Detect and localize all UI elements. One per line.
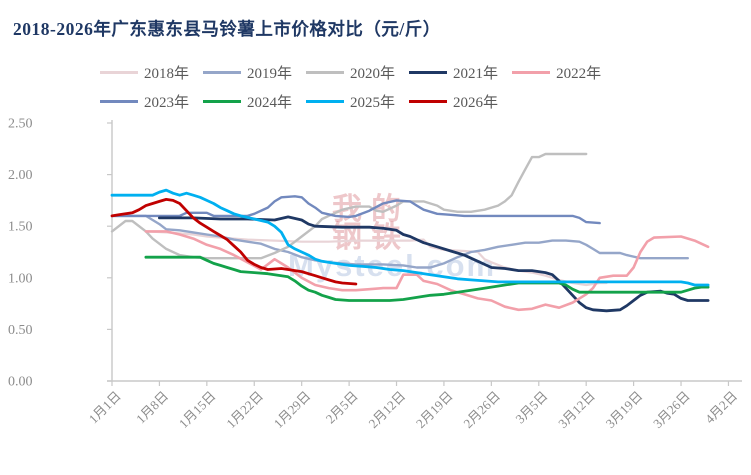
series-line-2023年 xyxy=(110,195,601,225)
series-line-2025年 xyxy=(110,188,710,287)
y-tick-label: 2.50 xyxy=(8,117,33,132)
x-tick-label: 1月15日 xyxy=(176,388,219,431)
legend-row: 2018年 2019年 2020年 2021年 2022年 xyxy=(100,62,700,83)
legend-swatch xyxy=(409,71,448,74)
x-tick-label: 3月5日 xyxy=(512,388,550,426)
x-tick-label: 2月5日 xyxy=(323,388,361,426)
legend-item-2023年: 2023年 xyxy=(100,91,189,112)
chart-legend: 2018年 2019年 2020年 2021年 2022年 2023年 2024年 2025年… xyxy=(100,62,700,120)
legend-label: 2021年 xyxy=(453,66,499,82)
legend-label: 2026年 xyxy=(453,95,499,111)
x-tick-label: 2月19日 xyxy=(413,388,456,431)
y-tick-label: 0.50 xyxy=(8,323,33,338)
x-tick-label: 1月29日 xyxy=(271,388,314,431)
series-line-2026年 xyxy=(110,197,358,286)
x-tick-label: 1月8日 xyxy=(133,388,171,426)
x-tick-label: 3月19日 xyxy=(603,388,646,431)
legend-swatch xyxy=(306,71,345,74)
legend-item-2022年: 2022年 xyxy=(512,62,601,83)
y-tick-label: 1.50 xyxy=(8,220,33,235)
legend-label: 2019年 xyxy=(247,66,293,82)
legend-label: 2025年 xyxy=(350,95,396,111)
legend-label: 2018年 xyxy=(144,66,190,82)
legend-swatch xyxy=(100,100,138,103)
legend-swatch xyxy=(306,100,345,103)
x-tick-label: 1月1日 xyxy=(86,388,124,426)
legend-row: 2023年 2024年 2025年 2026年 xyxy=(100,91,700,112)
series-line-2021年 xyxy=(157,215,710,313)
legend-swatch xyxy=(203,100,242,103)
legend-item-2024年: 2024年 xyxy=(203,91,292,112)
x-tick-label: 3月12日 xyxy=(555,388,598,431)
x-tick-label: 2月12日 xyxy=(366,388,409,431)
legend-label: 2024年 xyxy=(247,95,293,111)
legend-swatch xyxy=(512,71,551,74)
x-tick-label: 2月26日 xyxy=(460,388,503,431)
y-tick-label: 2.00 xyxy=(8,168,33,183)
legend-item-2026年: 2026年 xyxy=(409,91,498,112)
legend-swatch xyxy=(100,71,138,74)
legend-swatch xyxy=(409,100,448,103)
legend-item-2019年: 2019年 xyxy=(203,62,292,83)
legend-label: 2023年 xyxy=(144,95,190,111)
legend-item-2025年: 2025年 xyxy=(306,91,395,112)
x-tick-label: 4月2日 xyxy=(702,388,740,426)
legend-label: 2022年 xyxy=(556,66,602,82)
page-title: 2018-2026年广东惠东县马铃薯上市价格对比（元/斤） xyxy=(13,19,441,39)
legend-label: 2020年 xyxy=(350,66,396,82)
x-tick-label: 3月26日 xyxy=(650,388,693,431)
x-tick-label: 1月22日 xyxy=(223,388,266,431)
y-tick-label: 0.00 xyxy=(8,375,33,390)
series-line-2024年 xyxy=(144,255,710,302)
series-line-2019年 xyxy=(110,214,689,269)
legend-item-2018年: 2018年 xyxy=(100,62,189,83)
legend-swatch xyxy=(203,71,242,74)
legend-item-2021年: 2021年 xyxy=(409,62,498,83)
y-tick-label: 1.00 xyxy=(8,271,33,286)
legend-item-2020年: 2020年 xyxy=(306,62,395,83)
